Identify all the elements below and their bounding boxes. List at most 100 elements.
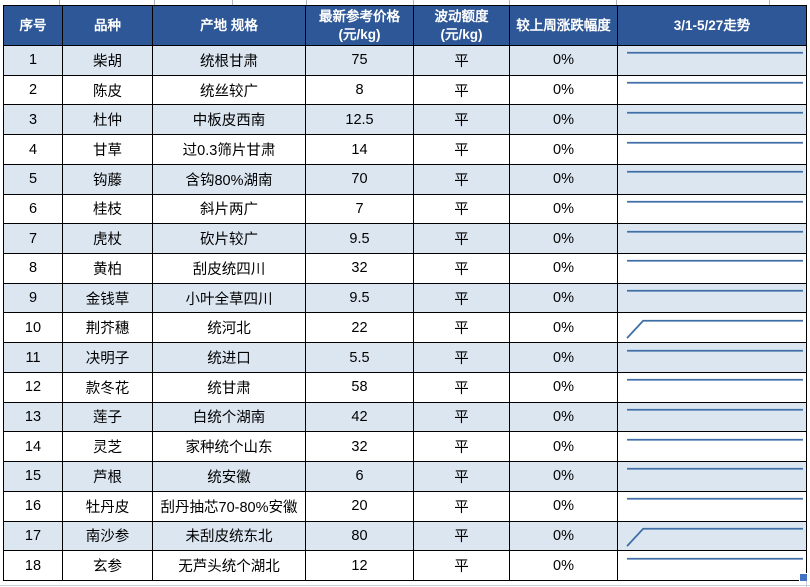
cell-spec[interactable]: 过0.3筛片甘肃 — [152, 134, 306, 165]
cell-spec[interactable]: 含钩80%湖南 — [152, 163, 306, 195]
column-header-trend[interactable]: 3/1-5/27走势 — [617, 5, 807, 46]
cell-index[interactable]: 13 — [3, 401, 63, 433]
cell-index[interactable]: 2 — [3, 74, 63, 106]
cell-index[interactable]: 11 — [3, 342, 63, 373]
cell-price[interactable]: 12.5 — [305, 104, 414, 136]
cell-change[interactable]: 0% — [509, 74, 618, 106]
cell-trend[interactable] — [617, 104, 807, 136]
cell-index[interactable]: 12 — [3, 371, 63, 403]
cell-change[interactable]: 0% — [509, 431, 618, 463]
cell-trend[interactable] — [617, 431, 807, 463]
cell-name[interactable]: 玄参 — [62, 550, 153, 581]
cell-price[interactable]: 42 — [305, 401, 414, 433]
cell-trend[interactable] — [617, 193, 807, 225]
cell-change[interactable]: 0% — [509, 401, 618, 433]
cell-name[interactable]: 灵芝 — [62, 431, 153, 463]
cell-change[interactable]: 0% — [509, 282, 618, 314]
cell-name[interactable]: 桂枝 — [62, 193, 153, 225]
cell-spec[interactable]: 中板皮西南 — [152, 104, 306, 136]
cell-spec[interactable]: 统根甘肃 — [152, 45, 306, 76]
cell-spec[interactable]: 统甘肃 — [152, 371, 306, 403]
cell-name[interactable]: 南沙参 — [62, 520, 153, 552]
cell-fluctuation[interactable]: 平 — [413, 461, 510, 492]
cell-price[interactable]: 75 — [305, 45, 414, 76]
cell-trend[interactable] — [617, 45, 807, 76]
cell-index[interactable]: 1 — [3, 45, 63, 76]
cell-fluctuation[interactable]: 平 — [413, 282, 510, 314]
cell-trend[interactable] — [617, 312, 807, 344]
cell-index[interactable]: 5 — [3, 163, 63, 195]
cell-price[interactable]: 70 — [305, 163, 414, 195]
cell-price[interactable]: 22 — [305, 312, 414, 344]
cell-name[interactable]: 钩藤 — [62, 163, 153, 195]
cell-trend[interactable] — [617, 134, 807, 165]
cell-name[interactable]: 莲子 — [62, 401, 153, 433]
cell-spec[interactable]: 刮皮统四川 — [152, 253, 306, 284]
cell-price[interactable]: 7 — [305, 193, 414, 225]
cell-index[interactable]: 15 — [3, 461, 63, 492]
cell-fluctuation[interactable]: 平 — [413, 520, 510, 552]
cell-spec[interactable]: 家种统个山东 — [152, 431, 306, 463]
cell-name[interactable]: 决明子 — [62, 342, 153, 373]
column-header-index[interactable]: 序号 — [3, 5, 63, 46]
cell-name[interactable]: 陈皮 — [62, 74, 153, 106]
cell-trend[interactable] — [617, 371, 807, 403]
cell-price[interactable]: 12 — [305, 550, 414, 581]
cell-index[interactable]: 16 — [3, 490, 63, 522]
fill-handle[interactable] — [799, 573, 807, 581]
cell-trend[interactable] — [617, 342, 807, 373]
cell-trend[interactable] — [617, 550, 807, 581]
cell-name[interactable]: 金钱草 — [62, 282, 153, 314]
cell-change[interactable]: 0% — [509, 520, 618, 552]
cell-name[interactable]: 芦根 — [62, 461, 153, 492]
cell-spec[interactable]: 未刮皮统东北 — [152, 520, 306, 552]
cell-spec[interactable]: 砍片较广 — [152, 223, 306, 255]
cell-trend[interactable] — [617, 253, 807, 284]
cell-price[interactable]: 20 — [305, 490, 414, 522]
cell-name[interactable]: 牡丹皮 — [62, 490, 153, 522]
cell-spec[interactable]: 斜片两广 — [152, 193, 306, 225]
cell-trend[interactable] — [617, 282, 807, 314]
cell-spec[interactable]: 统安徽 — [152, 461, 306, 492]
cell-index[interactable]: 6 — [3, 193, 63, 225]
cell-index[interactable]: 7 — [3, 223, 63, 255]
cell-fluctuation[interactable]: 平 — [413, 163, 510, 195]
column-header-fluctuation[interactable]: 波动额度 (元/kg) — [413, 5, 510, 46]
cell-name[interactable]: 杜仲 — [62, 104, 153, 136]
cell-change[interactable]: 0% — [509, 134, 618, 165]
column-header-name[interactable]: 品种 — [62, 5, 153, 46]
cell-spec[interactable]: 统河北 — [152, 312, 306, 344]
cell-price[interactable]: 32 — [305, 431, 414, 463]
cell-spec[interactable]: 统丝较广 — [152, 74, 306, 106]
cell-change[interactable]: 0% — [509, 371, 618, 403]
cell-fluctuation[interactable]: 平 — [413, 104, 510, 136]
cell-index[interactable]: 8 — [3, 253, 63, 284]
cell-index[interactable]: 14 — [3, 431, 63, 463]
cell-fluctuation[interactable]: 平 — [413, 401, 510, 433]
cell-trend[interactable] — [617, 163, 807, 195]
cell-name[interactable]: 黄柏 — [62, 253, 153, 284]
cell-name[interactable]: 款冬花 — [62, 371, 153, 403]
cell-spec[interactable]: 刮丹抽芯70-80%安徽 — [152, 490, 306, 522]
cell-price[interactable]: 32 — [305, 253, 414, 284]
cell-price[interactable]: 8 — [305, 74, 414, 106]
column-header-change[interactable]: 较上周涨跌幅度 — [509, 5, 618, 46]
cell-fluctuation[interactable]: 平 — [413, 134, 510, 165]
cell-index[interactable]: 4 — [3, 134, 63, 165]
cell-fluctuation[interactable]: 平 — [413, 490, 510, 522]
cell-fluctuation[interactable]: 平 — [413, 74, 510, 106]
cell-change[interactable]: 0% — [509, 461, 618, 492]
cell-spec[interactable]: 统进口 — [152, 342, 306, 373]
cell-name[interactable]: 甘草 — [62, 134, 153, 165]
cell-index[interactable]: 18 — [3, 550, 63, 581]
cell-price[interactable]: 14 — [305, 134, 414, 165]
cell-name[interactable]: 虎杖 — [62, 223, 153, 255]
cell-fluctuation[interactable]: 平 — [413, 371, 510, 403]
cell-change[interactable]: 0% — [509, 550, 618, 581]
cell-index[interactable]: 3 — [3, 104, 63, 136]
cell-price[interactable]: 6 — [305, 461, 414, 492]
cell-price[interactable]: 9.5 — [305, 282, 414, 314]
cell-change[interactable]: 0% — [509, 342, 618, 373]
cell-trend[interactable] — [617, 401, 807, 433]
cell-fluctuation[interactable]: 平 — [413, 223, 510, 255]
